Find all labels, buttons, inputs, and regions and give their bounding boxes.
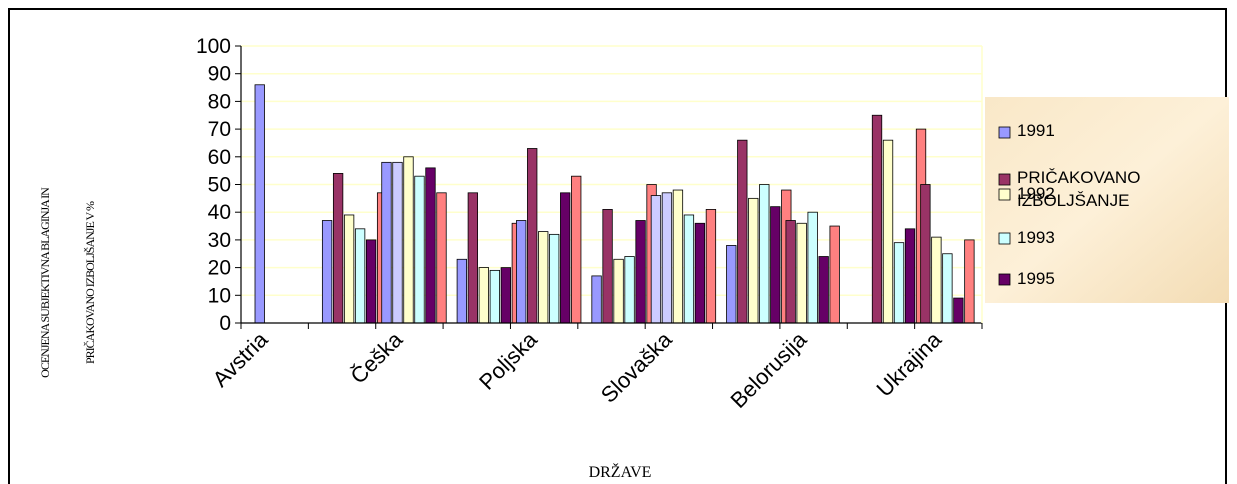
bar <box>425 167 436 324</box>
bar <box>796 222 807 324</box>
bar <box>456 258 467 324</box>
legend-swatch <box>998 232 1011 245</box>
bar <box>785 220 796 324</box>
y-axis-title-line: OCENJENA SUBJEKTIVNA BLAGINJA IN <box>38 187 52 378</box>
legend-background <box>985 97 1229 303</box>
legend-swatch <box>998 273 1011 286</box>
bar <box>953 297 964 324</box>
bar <box>591 275 602 324</box>
y-tick-label: 20 <box>208 257 231 280</box>
y-tick-label: 100 <box>196 35 231 58</box>
x-category-label: Slovaška <box>596 326 677 407</box>
bar <box>818 256 829 324</box>
bar <box>613 258 624 324</box>
bar <box>538 231 549 324</box>
bar <box>365 239 377 324</box>
bar <box>871 114 883 324</box>
y-tick-label: 60 <box>208 146 231 169</box>
y-tick-label: 40 <box>208 201 231 224</box>
bar <box>343 214 355 324</box>
bar <box>436 192 447 324</box>
bar <box>414 175 425 324</box>
x-category-label: Poljska <box>474 326 542 394</box>
bar <box>882 139 894 324</box>
bar <box>254 84 265 324</box>
bar <box>683 214 695 324</box>
x-category-label: Češka <box>345 326 407 388</box>
bar <box>478 267 489 324</box>
bar <box>759 184 770 324</box>
bar <box>672 189 684 324</box>
bar <box>560 192 571 324</box>
bar <box>602 209 613 324</box>
bar <box>748 197 759 324</box>
bar <box>516 220 527 324</box>
bar <box>624 256 635 324</box>
bar <box>931 236 942 324</box>
y-tick-label: 50 <box>208 174 231 197</box>
y-tick-label: 70 <box>208 118 231 141</box>
legend-label: 1995 <box>1017 269 1055 288</box>
bar <box>527 148 538 324</box>
bar <box>321 220 333 324</box>
bar <box>403 156 414 324</box>
legend-label: 1993 <box>1017 228 1055 247</box>
y-tick-label: 30 <box>208 229 231 252</box>
legend-swatch <box>998 126 1011 139</box>
bar <box>549 233 560 324</box>
x-category-label: Belorusija <box>725 326 812 413</box>
bar <box>920 184 931 324</box>
x-category-label: Avstria <box>208 326 273 391</box>
legend-label: PRIČAKOVANO <box>1017 168 1140 187</box>
bar <box>942 253 953 324</box>
bar <box>467 192 478 324</box>
bar <box>571 175 582 324</box>
bar <box>354 228 366 324</box>
x-category-label: Ukrajina <box>871 326 946 401</box>
y-tick-label: 90 <box>208 63 231 86</box>
bar <box>829 225 840 324</box>
bar <box>893 242 905 324</box>
x-axis-title: DRŽAVE <box>589 462 652 481</box>
bar <box>726 245 737 324</box>
bar <box>392 161 403 324</box>
bar <box>650 195 662 324</box>
bar <box>500 267 511 324</box>
bar <box>489 269 500 324</box>
bar <box>661 192 673 324</box>
y-tick-label: 80 <box>208 90 231 113</box>
legend-label: IZBOLJŠANJE <box>1017 191 1129 210</box>
bar <box>635 220 646 324</box>
legend-label: 1992 <box>1017 184 1055 203</box>
bar <box>904 228 916 324</box>
bar <box>807 211 818 324</box>
bar <box>705 209 717 324</box>
bar <box>332 173 344 324</box>
legend-swatch <box>998 173 1011 186</box>
y-axis-title-line: PRIČAKOVANO IZBOLJŠANJE V % <box>83 201 97 364</box>
bar <box>694 222 706 324</box>
bar <box>770 206 781 324</box>
y-tick-label: 10 <box>208 284 231 307</box>
bar <box>737 139 748 324</box>
legend-label: 1991 <box>1017 121 1055 140</box>
legend-swatch <box>998 188 1011 201</box>
bar <box>964 239 975 324</box>
bar <box>381 161 392 324</box>
y-tick-label: 0 <box>219 312 231 335</box>
